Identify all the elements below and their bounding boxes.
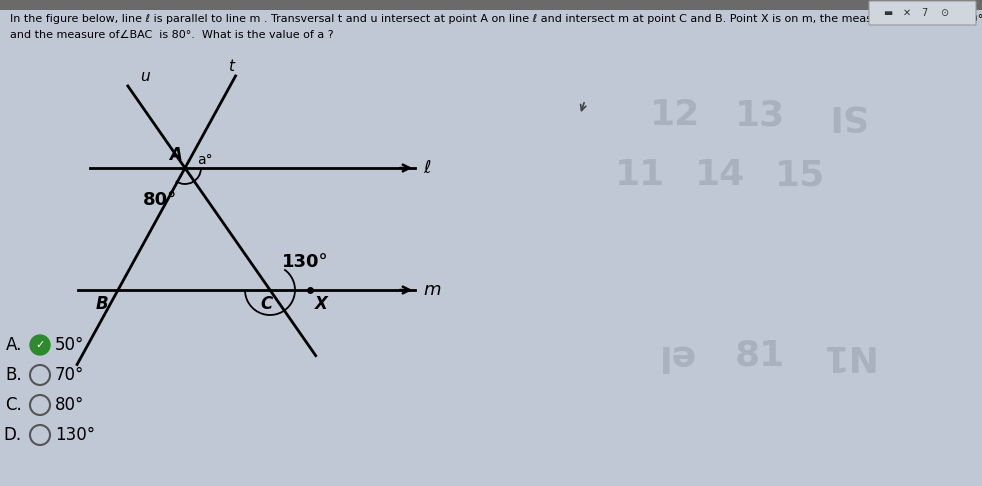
Text: 13: 13	[735, 98, 786, 132]
Text: D.: D.	[4, 426, 22, 444]
Text: 130°: 130°	[282, 253, 329, 271]
Text: el: el	[657, 338, 693, 372]
Text: 50°: 50°	[55, 336, 84, 354]
FancyBboxPatch shape	[869, 1, 976, 25]
Text: and the measure of∠BAC  is 80°.  What is the value of a ?: and the measure of∠BAC is 80°. What is t…	[10, 30, 334, 40]
Text: 12: 12	[650, 98, 700, 132]
Text: N1: N1	[817, 338, 873, 372]
Text: 15: 15	[775, 158, 825, 192]
Text: 7: 7	[921, 8, 927, 18]
Circle shape	[30, 335, 50, 355]
Text: X: X	[315, 295, 328, 313]
Text: In the figure below, line ℓ is parallel to line m . Transversal t and u intersec: In the figure below, line ℓ is parallel …	[10, 14, 982, 24]
Text: a°: a°	[197, 153, 213, 167]
Text: A: A	[169, 146, 182, 164]
Text: 80°: 80°	[143, 191, 177, 209]
Text: t: t	[228, 59, 234, 74]
Text: B: B	[96, 295, 109, 313]
Text: ⊙: ⊙	[940, 8, 949, 18]
Text: 81: 81	[735, 338, 786, 372]
Text: u: u	[139, 69, 149, 84]
Text: 130°: 130°	[55, 426, 95, 444]
Text: ✕: ✕	[903, 8, 911, 18]
Text: SI: SI	[825, 98, 865, 132]
Text: ✓: ✓	[35, 340, 45, 350]
Text: ℓ: ℓ	[423, 159, 430, 177]
Text: B.: B.	[5, 366, 22, 384]
Text: C: C	[260, 295, 272, 313]
Bar	[0, 0, 982, 10]
Text: 80°: 80°	[55, 396, 84, 414]
Text: m: m	[423, 281, 441, 299]
Text: 14: 14	[695, 158, 745, 192]
Text: 11: 11	[615, 158, 665, 192]
Text: C.: C.	[5, 396, 22, 414]
Text: 70°: 70°	[55, 366, 84, 384]
Text: ▬: ▬	[883, 8, 893, 18]
Text: A.: A.	[6, 336, 22, 354]
